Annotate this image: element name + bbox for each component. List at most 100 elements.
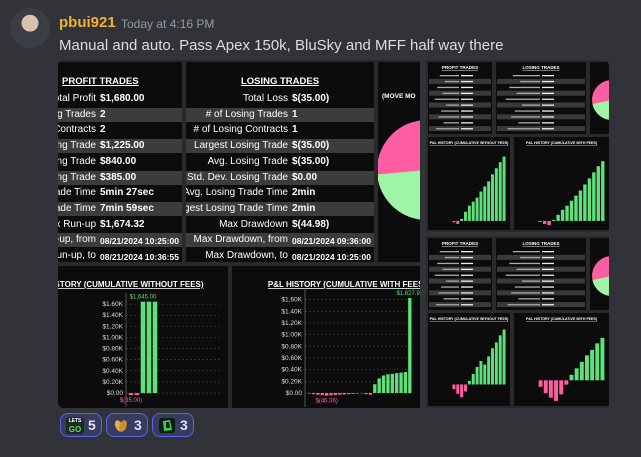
row-label: # of Losing Trades [205,108,288,120]
row-text [542,268,554,270]
row-text [520,256,540,259]
row-text [439,251,459,253]
reaction[interactable]: 3 [106,413,148,437]
bar [543,380,548,394]
row-text [438,116,459,118]
row-text [542,304,554,306]
avatar[interactable] [10,8,50,48]
table-row: Avg. Winning Trade Time 5min 27sec [58,186,182,200]
row-text [461,268,473,270]
row-label: Std. Dev. Losing Trade [187,171,288,183]
table-row: Max Run-up, to 08/21/2024 10:36:55 [58,249,182,262]
row-text [461,110,473,112]
profit-panel: PROFIT TRADES Total Profit $1,680.00 # of W… [58,62,182,262]
row-text [542,274,554,276]
bar [491,348,494,385]
bar [373,384,377,393]
row-text [446,104,459,106]
image-attachment[interactable]: PROFIT TRADES Total Profit $1,680.00 # of W… [58,60,420,408]
row-band [429,302,491,308]
image-attachment[interactable]: PROFIT TRADES LOSING TRADES P&L HISTORY (C… [426,236,609,408]
row-label: # of Winning Contracts [58,124,96,136]
row-text [461,92,473,94]
bar [320,393,324,396]
row-text [461,286,473,288]
bar [569,374,574,381]
bar [399,372,403,393]
bar [452,220,456,223]
bar [460,218,464,221]
row-text [443,298,459,300]
reaction-count: 5 [88,417,96,433]
row-text [434,274,459,276]
bar [467,380,471,385]
y-tick-label: $0.40K [102,368,123,375]
row-text [542,280,554,282]
bar [491,174,494,221]
row-text [513,75,540,77]
row-text [522,280,540,282]
chart-title: P&L HISTORY (CUMULATIVE WITH FEES) [526,317,598,321]
row-text [461,251,473,253]
data-label: $1,645.00 [130,295,157,301]
table-row: Largest Losing Trade $(35.00) [186,139,374,154]
bar [146,301,152,394]
emoji-text: GO [68,425,82,434]
row-text [439,75,459,77]
row-text [435,128,459,130]
table-row: Avg. Losing Trade $(35.00) [186,155,374,169]
row-text [507,304,540,306]
row-value: $385.00 [100,171,137,183]
row-text [518,122,540,124]
row-band [429,126,491,132]
row-text [461,280,473,282]
row-band [497,126,585,132]
reaction-count: 3 [180,417,188,433]
bar [569,200,574,221]
emoji [114,420,127,432]
row-text [542,80,554,83]
bar [498,335,502,385]
panel [496,238,586,310]
bar [364,393,368,395]
row-band [497,114,585,120]
bar [471,373,475,385]
row-text [444,80,459,83]
bar [502,156,506,221]
bar [578,190,583,221]
row-text [461,304,473,306]
bar [559,380,564,395]
bar [460,384,464,398]
row-text [443,122,459,124]
reaction[interactable]: LETS GO 5 [60,413,102,437]
image-attachment[interactable]: PROFIT TRADES LOSING TRADES P&L HISTORY (C… [426,60,609,232]
bar [325,393,329,396]
table-row: Longest Winning Trade Time 7min 59sec [58,201,182,216]
bar [494,168,498,221]
message-text: Manual and auto. Pass Apex 150k, BluSky … [59,37,504,54]
row-band [429,266,491,272]
pie-slice [378,170,420,220]
bar [551,219,556,221]
row-label: Avg. Losing Trade Time [186,187,288,199]
y-tick-label: $0.80K [281,343,302,350]
row-value: 1 [292,124,298,136]
bar [543,220,547,224]
row-value: 1 [292,108,298,120]
row-text [542,86,554,89]
bar [483,186,487,221]
bar [368,393,373,395]
row-text [509,262,540,265]
row-text [461,116,473,118]
row-value: $1,674.32 [100,218,145,230]
table-row: Max Drawdown, to 08/21/2024 10:25:00 [186,249,374,262]
row-text [505,98,540,100]
row-text [438,292,459,294]
row-label: Longest Winning Trade Time [58,202,96,214]
row-band [497,102,585,108]
bar [464,211,467,221]
bar [467,205,471,221]
reaction[interactable]: 3 [152,413,194,437]
bar [456,384,460,394]
username[interactable]: pbui921 [59,14,116,31]
